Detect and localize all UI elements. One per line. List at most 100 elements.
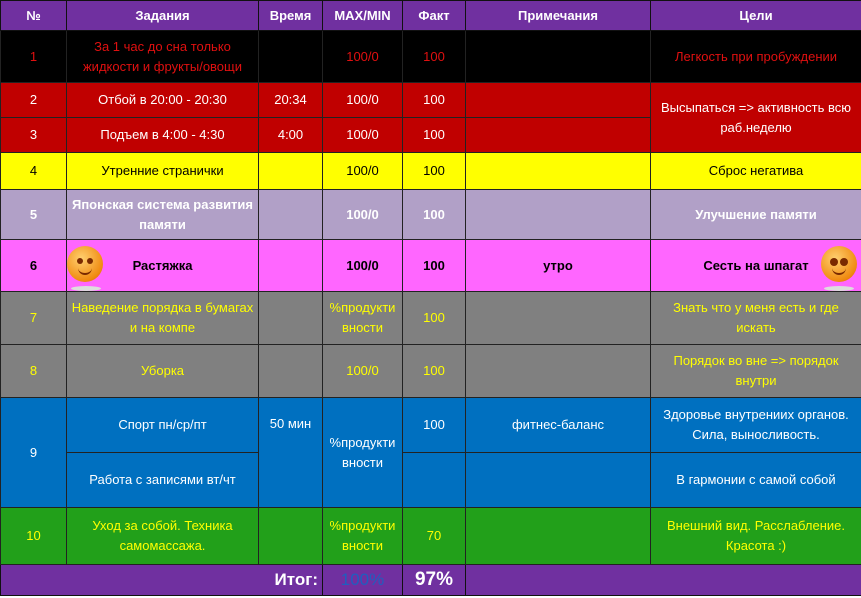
cell-goal[interactable]: Здоровье внутрениих органов. Сила, вынос… bbox=[650, 397, 861, 453]
total-row: Итог: 100% 97% bbox=[0, 564, 861, 596]
cell-maxmin[interactable]: 100/0 bbox=[322, 189, 403, 240]
table-row: 9 Спорт пн/ср/пт 50 мин %продуктивности … bbox=[0, 397, 861, 508]
smiley-shadow bbox=[71, 286, 101, 291]
cell-note[interactable] bbox=[465, 30, 651, 83]
cell-task[interactable]: Спорт пн/ср/пт bbox=[66, 397, 259, 453]
header-fact: Факт bbox=[402, 0, 466, 31]
cell-number[interactable]: 4 bbox=[0, 152, 67, 190]
table-row: 8 Уборка 100/0 100 Порядок во вне => пор… bbox=[0, 344, 861, 398]
cell-goal[interactable]: Сброс негатива bbox=[650, 152, 861, 190]
cell-time[interactable] bbox=[258, 189, 323, 240]
cell-number[interactable]: 7 bbox=[0, 291, 67, 345]
smiley-shadow bbox=[824, 286, 854, 291]
cell-goal[interactable]: Сесть на шпагат bbox=[650, 239, 861, 292]
cell-time[interactable] bbox=[258, 30, 323, 83]
cell-time[interactable] bbox=[258, 344, 323, 398]
cell-goal[interactable]: Высыпаться => активность всю раб.неделю bbox=[650, 82, 861, 153]
cell-fact[interactable]: 100 bbox=[402, 344, 466, 398]
cell-fact[interactable]: 100 bbox=[402, 117, 466, 153]
cell-note[interactable] bbox=[465, 152, 651, 190]
cell-note[interactable] bbox=[465, 189, 651, 240]
table-row: 3 Подъем в 4:00 - 4:30 4:00 100/0 100 bbox=[0, 117, 861, 153]
cell-maxmin[interactable]: %продуктивности bbox=[322, 397, 403, 508]
smiley-icon bbox=[67, 246, 103, 282]
cell-time[interactable] bbox=[258, 239, 323, 292]
cell-fact[interactable]: 100 bbox=[402, 291, 466, 345]
cell-maxmin[interactable]: 100/0 bbox=[322, 239, 403, 292]
cell-note[interactable] bbox=[465, 344, 651, 398]
cell-goal[interactable]: В гармонии с самой собой bbox=[650, 452, 861, 508]
cell-number[interactable]: 9 bbox=[0, 397, 67, 508]
cell-number[interactable]: 10 bbox=[0, 507, 67, 565]
cell-task[interactable]: Отбой в 20:00 - 20:30 bbox=[66, 82, 259, 118]
cell-task[interactable]: За 1 час до сна только жидкости и фрукты… bbox=[66, 30, 259, 83]
cell-note[interactable] bbox=[465, 507, 651, 565]
table-row: 1 За 1 час до сна только жидкости и фрук… bbox=[0, 30, 861, 83]
cell-time[interactable]: 50 мин bbox=[258, 397, 323, 508]
cell-task[interactable]: Наведение порядка в бумагах и на компе bbox=[66, 291, 259, 345]
table-row: 6 Растяжка 100/0 100 утро Сесть на шпага… bbox=[0, 239, 861, 292]
task-label: Растяжка bbox=[132, 257, 193, 273]
cell-fact[interactable]: 100 bbox=[402, 152, 466, 190]
header-notes: Примечания bbox=[465, 0, 651, 31]
cell-time[interactable] bbox=[258, 152, 323, 190]
cell-time[interactable] bbox=[258, 507, 323, 565]
header-maxmin: MAX/MIN bbox=[322, 0, 403, 31]
cell-number[interactable]: 2 bbox=[0, 82, 67, 118]
total-empty bbox=[465, 564, 861, 596]
cell-note[interactable] bbox=[465, 82, 651, 118]
cell-maxmin[interactable]: 100/0 bbox=[322, 117, 403, 153]
cell-goal[interactable]: Внешний вид. Расслабление. Красота :) bbox=[650, 507, 861, 565]
cell-task[interactable]: Работа с записями вт/чт bbox=[66, 452, 259, 508]
cell-task[interactable]: Японская система развития памяти bbox=[66, 189, 259, 240]
header-goals: Цели bbox=[650, 0, 861, 31]
cell-task[interactable]: Растяжка bbox=[66, 239, 259, 292]
total-max[interactable]: 100% bbox=[322, 564, 403, 596]
cell-goal[interactable]: Знать что у меня есть и где искать bbox=[650, 291, 861, 345]
table-row: 10 Уход за собой. Техника самомассажа. %… bbox=[0, 507, 861, 565]
cell-goal[interactable]: Легкость при пробуждении bbox=[650, 30, 861, 83]
total-fact[interactable]: 97% bbox=[402, 564, 466, 596]
header-row: № Задания Время MAX/MIN Факт Примечания … bbox=[0, 0, 861, 31]
cell-number[interactable]: 6 bbox=[0, 239, 67, 292]
cell-fact[interactable]: 100 bbox=[402, 82, 466, 118]
cell-number[interactable]: 5 bbox=[0, 189, 67, 240]
cell-goal[interactable]: Улучшение памяти bbox=[650, 189, 861, 240]
cell-maxmin[interactable]: %продуктивности bbox=[322, 291, 403, 345]
cell-task[interactable]: Подъем в 4:00 - 4:30 bbox=[66, 117, 259, 153]
table-row: Работа с записями вт/чт В гармонии с сам… bbox=[1, 452, 861, 508]
cell-fact[interactable]: 100 bbox=[402, 30, 466, 83]
cell-fact[interactable] bbox=[402, 452, 466, 508]
cell-time[interactable]: 20:34 bbox=[258, 82, 323, 118]
cell-fact[interactable]: 100 bbox=[402, 239, 466, 292]
cell-note[interactable]: утро bbox=[465, 239, 651, 292]
cell-time[interactable]: 4:00 bbox=[258, 117, 323, 153]
cell-fact[interactable]: 100 bbox=[402, 397, 466, 453]
cell-time[interactable] bbox=[258, 291, 323, 345]
cell-task[interactable]: Уборка bbox=[66, 344, 259, 398]
cell-fact[interactable]: 70 bbox=[402, 507, 466, 565]
cell-note[interactable]: фитнес-баланс bbox=[465, 397, 651, 453]
cell-note[interactable] bbox=[465, 117, 651, 153]
goal-label: Сесть на шпагат bbox=[703, 257, 809, 273]
cell-number[interactable]: 1 bbox=[0, 30, 67, 83]
header-time: Время bbox=[258, 0, 323, 31]
cell-maxmin[interactable]: 100/0 bbox=[322, 152, 403, 190]
cell-maxmin[interactable]: 100/0 bbox=[322, 344, 403, 398]
cell-fact[interactable]: 100 bbox=[402, 189, 466, 240]
cell-note[interactable] bbox=[465, 452, 651, 508]
cell-maxmin[interactable]: %продуктивности bbox=[322, 507, 403, 565]
cell-maxmin[interactable]: 100/0 bbox=[322, 82, 403, 118]
header-number: № bbox=[0, 0, 67, 31]
cell-goal[interactable]: Порядок во вне => порядок внутри bbox=[650, 344, 861, 398]
cell-maxmin[interactable]: 100/0 bbox=[322, 30, 403, 83]
header-task: Задания bbox=[66, 0, 259, 31]
table-row: 4 Утренние странички 100/0 100 Сброс нег… bbox=[0, 152, 861, 190]
cell-number[interactable]: 8 bbox=[0, 344, 67, 398]
table-row: 7 Наведение порядка в бумагах и на компе… bbox=[0, 291, 861, 345]
cell-note[interactable] bbox=[465, 291, 651, 345]
cell-number[interactable]: 3 bbox=[0, 117, 67, 153]
cell-task[interactable]: Уход за собой. Техника самомассажа. bbox=[66, 507, 259, 565]
cell-task[interactable]: Утренние странички bbox=[66, 152, 259, 190]
